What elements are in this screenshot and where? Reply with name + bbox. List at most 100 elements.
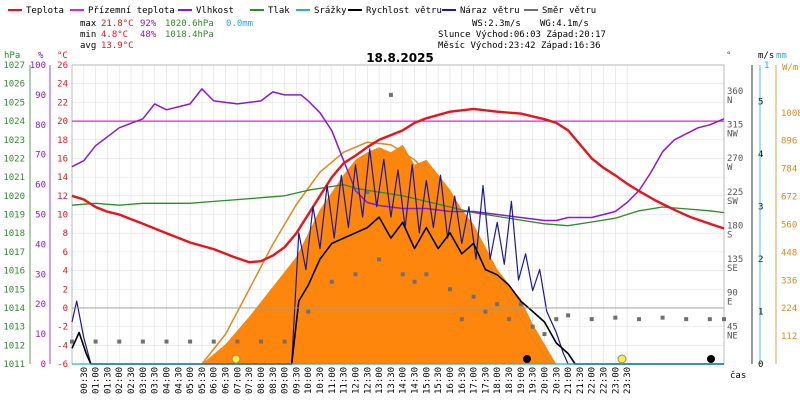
time-tick: 22:30 [600, 367, 610, 394]
wind-direction-point [258, 339, 263, 344]
wind-direction-point [542, 332, 547, 337]
pct-unit: % [38, 51, 44, 61]
hpa-tick: 1011 [3, 360, 25, 370]
legend-label: Náraz větru [460, 6, 520, 16]
legend-label: Přízemní teplota [88, 6, 175, 16]
wind-direction-point [530, 324, 535, 329]
c-tick: 12 [57, 192, 68, 202]
wm2-tick: 112 [781, 332, 797, 342]
wm2-tick: 448 [781, 248, 797, 258]
right-axes: 360N315NW270W225SW180S135SE90E45NE543210… [727, 61, 800, 370]
time-tick: 19:00 [517, 367, 527, 394]
c-tick: 24 [57, 80, 68, 90]
legend: Teplota Přízemní teplota Vlhkost Tlak Srážky… [8, 6, 596, 16]
time-tick: 21:00 [564, 367, 574, 394]
stats-panel: max 21.8°C 92% 1020.6hPa 0.0mm min 4.8°C… [80, 19, 606, 51]
ms-tick: 3 [758, 203, 763, 213]
wind-direction-point [117, 339, 122, 344]
time-tick: 04:30 [174, 367, 184, 394]
hpa-tick: 1016 [3, 267, 25, 277]
hpa-tick: 1013 [3, 323, 25, 333]
hpa-tick: 1025 [3, 98, 25, 108]
deg-dir: NW [727, 130, 738, 140]
legend-label: Směr větru [542, 6, 596, 16]
deg-tick: 225 [727, 188, 743, 198]
pct-tick: 20 [35, 300, 46, 310]
stat-avg-temp: 13.9°C [101, 41, 134, 51]
time-tick: 22:00 [588, 367, 598, 394]
c-tick: 26 [57, 61, 68, 71]
deg-tick: 45 [727, 322, 738, 332]
wind-direction-point [660, 315, 665, 320]
ms-tick: 4 [758, 150, 763, 160]
c-tick: -6 [57, 360, 68, 370]
time-tick: 15:00 [422, 367, 432, 394]
legend-label: Tlak [268, 6, 290, 16]
hpa-tick: 1021 [3, 173, 25, 183]
wind-direction-point [164, 339, 169, 344]
wind-direction-point [400, 272, 405, 277]
time-tick: 05:00 [186, 367, 196, 394]
sun-moon-markers [231, 354, 715, 364]
sunset-marker [617, 354, 627, 364]
hpa-tick: 1026 [3, 80, 25, 90]
time-tick: 18:30 [505, 367, 515, 394]
deg-tick: 180 [727, 221, 743, 231]
time-tick: 03:30 [151, 367, 161, 394]
wind-direction-point [188, 339, 193, 344]
wind-direction-point [211, 339, 216, 344]
legend-label: Vlhkost [196, 6, 234, 16]
ms-tick: 0 [758, 360, 763, 370]
stat-max-rain: 0.0mm [226, 19, 253, 29]
time-tick: 17:30 [481, 367, 491, 394]
pressure-line [71, 183, 725, 227]
wind-direction-point [388, 92, 393, 97]
time-tick: 23:00 [611, 367, 621, 394]
moonrise-marker [707, 355, 715, 363]
time-tick: 07:30 [245, 367, 255, 394]
c-tick: 14 [57, 173, 68, 183]
c-tick: 16 [57, 154, 68, 164]
hpa-tick: 1015 [3, 285, 25, 295]
wind-direction-point [518, 302, 523, 307]
wind-direction-point [566, 313, 571, 318]
stat-moon: Měsíc Východ:23:42 Západ:16:36 [438, 41, 601, 51]
c-tick: 18 [57, 136, 68, 146]
time-tick: 15:30 [434, 367, 444, 394]
wind-direction-point [507, 317, 512, 322]
stat-max-hum: 92% [140, 19, 157, 29]
pct-tick: 0 [41, 360, 46, 370]
stat-min-press: 1018.4hPa [165, 30, 214, 40]
legend-label: Teplota [26, 6, 64, 16]
wind-direction-point [424, 272, 429, 277]
pct-tick: 30 [35, 270, 46, 280]
wind-direction-point [447, 287, 452, 292]
stat-max-temp: 21.8°C [101, 19, 134, 29]
time-tick: 02:30 [127, 367, 137, 394]
wind-direction-point [365, 190, 370, 195]
wind-direction-point [70, 339, 74, 344]
time-tick: 20:30 [552, 367, 562, 394]
wm2-tick: 336 [781, 276, 797, 286]
time-tick: 09:30 [292, 367, 302, 394]
pct-tick: 40 [35, 240, 46, 250]
hpa-tick: 1023 [3, 136, 25, 146]
time-tick: 12:30 [363, 367, 373, 394]
time-tick: 21:30 [576, 367, 586, 394]
c-unit: °C [57, 51, 68, 61]
deg-dir: NE [727, 331, 738, 341]
wm2-tick: 224 [781, 304, 797, 314]
time-tick: 03:00 [139, 367, 149, 394]
hpa-tick: 1024 [3, 117, 25, 127]
mm-unit: mm [776, 51, 787, 61]
chart-title: 18.8.2025 [366, 51, 434, 65]
hpa-tick: 1017 [3, 248, 25, 258]
hpa-tick: 1014 [3, 304, 25, 314]
deg-tick: 270 [727, 154, 743, 164]
plot-area [70, 88, 726, 365]
stat-min-hum: 48% [140, 30, 157, 40]
wm2-unit: W/m² [782, 63, 800, 73]
ms-tick: 5 [758, 98, 763, 108]
wm2-tick: 1008 [781, 109, 800, 119]
wind-direction-point [377, 257, 382, 262]
